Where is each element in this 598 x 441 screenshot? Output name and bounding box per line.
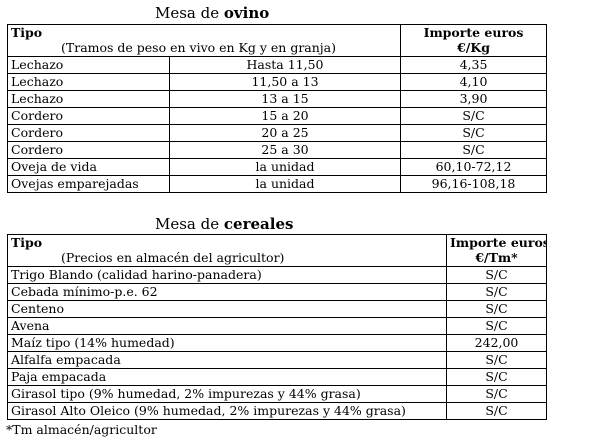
cereales-importe-cell: S/C (446, 300, 547, 318)
cereales-tipo-cell: Girasol tipo (9% humedad, 2% impurezas y… (7, 385, 447, 403)
ovino-header-importe-cell: Importe euros €/Kg (400, 24, 548, 57)
ovino-header-tipo-cell: Tipo (Tramos de peso en vivo en Kg y en … (6, 24, 402, 57)
table-row: Cordero 15 a 20 S/C (7, 107, 548, 125)
ovino-tramo-cell: Hasta 11,50 (168, 56, 402, 74)
ovino-importe-cell: S/C (400, 107, 548, 125)
cereales-header-row: Tipo (Precios en almacén del agricultor)… (7, 234, 547, 267)
ovino-tipo-cell: Lechazo (7, 73, 170, 91)
ovino-tramo-cell: la unidad (168, 175, 402, 193)
cereales-importe-cell: 242,00 (446, 334, 547, 352)
ovino-tipo-cell: Cordero (7, 124, 170, 142)
ovino-importe-cell: 60,10-72,12 (400, 158, 548, 176)
ovino-header-importe: Importe euros (423, 25, 524, 41)
ovino-header-tipo: Tipo (11, 25, 43, 41)
table-row: Centeno S/C (7, 300, 547, 318)
ovino-header-row: Tipo (Tramos de peso en vivo en Kg y en … (6, 24, 548, 57)
ovino-heading: Mesa de ovino (155, 4, 269, 22)
ovino-tipo-cell: Cordero (7, 107, 170, 125)
cereales-tipo-cell: Cebada mínimo-p.e. 62 (7, 283, 447, 301)
cereales-heading: Mesa de cereales (155, 215, 293, 233)
ovino-tipo-cell: Lechazo (7, 90, 170, 108)
cereales-tipo-cell: Girasol Alto Oleico (9% humedad, 2% impu… (7, 402, 447, 420)
table-row: Alfalfa empacada S/C (7, 351, 547, 369)
cereales-header-subtitle: (Precios en almacén del agricultor) (61, 250, 285, 265)
cereales-tipo-cell: Centeno (7, 300, 447, 318)
table-row: Lechazo 11,50 a 13 4,10 (7, 73, 548, 91)
table-row: Cebada mínimo-p.e. 62 S/C (7, 283, 547, 301)
cereales-heading-bold: cereales (223, 215, 294, 233)
cereales-importe-cell: S/C (446, 368, 547, 386)
ovino-importe-cell: 96,16-108,18 (400, 175, 548, 193)
ovino-tipo-cell: Cordero (7, 141, 170, 159)
cereales-heading-prefix: Mesa de (155, 215, 224, 233)
ovino-heading-prefix: Mesa de (155, 4, 224, 22)
ovino-importe-cell: 4,35 (400, 56, 548, 74)
ovino-importe-cell: 3,90 (400, 90, 548, 108)
cereales-importe-cell: S/C (446, 283, 547, 301)
ovino-tipo-cell: Oveja de vida (7, 158, 170, 176)
cereales-importe-cell: S/C (446, 385, 547, 403)
cereales-tipo-cell: Paja empacada (7, 368, 447, 386)
ovino-tramo-cell: la unidad (168, 158, 402, 176)
table-row: Avena S/C (7, 317, 547, 335)
cereales-importe-cell: S/C (446, 317, 547, 335)
cereales-header-tipo-cell: Tipo (Precios en almacén del agricultor) (7, 234, 447, 267)
cereales-importe-cell: S/C (446, 402, 547, 420)
cereales-tipo-cell: Trigo Blando (calidad harino-panadera) (7, 266, 447, 284)
table-row: Trigo Blando (calidad harino-panadera) S/… (7, 266, 547, 284)
table-row: Lechazo 13 a 15 3,90 (7, 90, 548, 108)
cereales-header-tipo: Tipo (11, 235, 43, 251)
cereales-header-importe: Importe euros (450, 235, 547, 251)
table-row: Oveja de vida la unidad 60,10-72,12 (7, 158, 548, 176)
ovino-importe-cell: S/C (400, 141, 548, 159)
ovino-tipo-cell: Lechazo (7, 56, 170, 74)
ovino-importe-cell: 4,10 (400, 73, 548, 91)
ovino-tramo-cell: 25 a 30 (168, 141, 402, 159)
cereales-header-unit: €/Tm* (475, 250, 518, 265)
cereales-tipo-cell: Maíz tipo (14% humedad) (7, 334, 447, 352)
cereales-tipo-cell: Avena (7, 317, 447, 335)
table-row: Maíz tipo (14% humedad) 242,00 (7, 334, 547, 352)
table-row: Paja empacada S/C (7, 368, 547, 386)
ovino-header-unit: €/Kg (457, 40, 490, 55)
cereales-table: Tipo (Precios en almacén del agricultor)… (7, 234, 547, 420)
table-row: Girasol tipo (9% humedad, 2% impurezas y… (7, 385, 547, 403)
ovino-table: Tipo (Tramos de peso en vivo en Kg y en … (6, 24, 548, 193)
ovino-heading-bold: ovino (223, 4, 270, 22)
ovino-header-subtitle: (Tramos de peso en vivo en Kg y en granj… (61, 40, 337, 55)
ovino-tramo-cell: 15 a 20 (168, 107, 402, 125)
ovino-tramo-cell: 20 a 25 (168, 124, 402, 142)
table-row: Cordero 20 a 25 S/C (7, 124, 548, 142)
table-row: Cordero 25 a 30 S/C (7, 141, 548, 159)
ovino-tramo-cell: 11,50 a 13 (168, 73, 402, 91)
cereales-importe-cell: S/C (446, 351, 547, 369)
table-row: Ovejas emparejadas la unidad 96,16-108,18 (7, 175, 548, 193)
cereales-importe-cell: S/C (446, 266, 547, 284)
ovino-tipo-cell: Ovejas emparejadas (7, 175, 170, 193)
table-row: Lechazo Hasta 11,50 4,35 (7, 56, 548, 74)
cereales-tipo-cell: Alfalfa empacada (7, 351, 447, 369)
table-row: Girasol Alto Oleico (9% humedad, 2% impu… (7, 402, 547, 420)
ovino-tramo-cell: 13 a 15 (168, 90, 402, 108)
ovino-importe-cell: S/C (400, 124, 548, 142)
footnote: *Tm almacén/agricultor (6, 422, 157, 437)
cereales-header-importe-cell: Importe euros €/Tm* (446, 234, 547, 267)
